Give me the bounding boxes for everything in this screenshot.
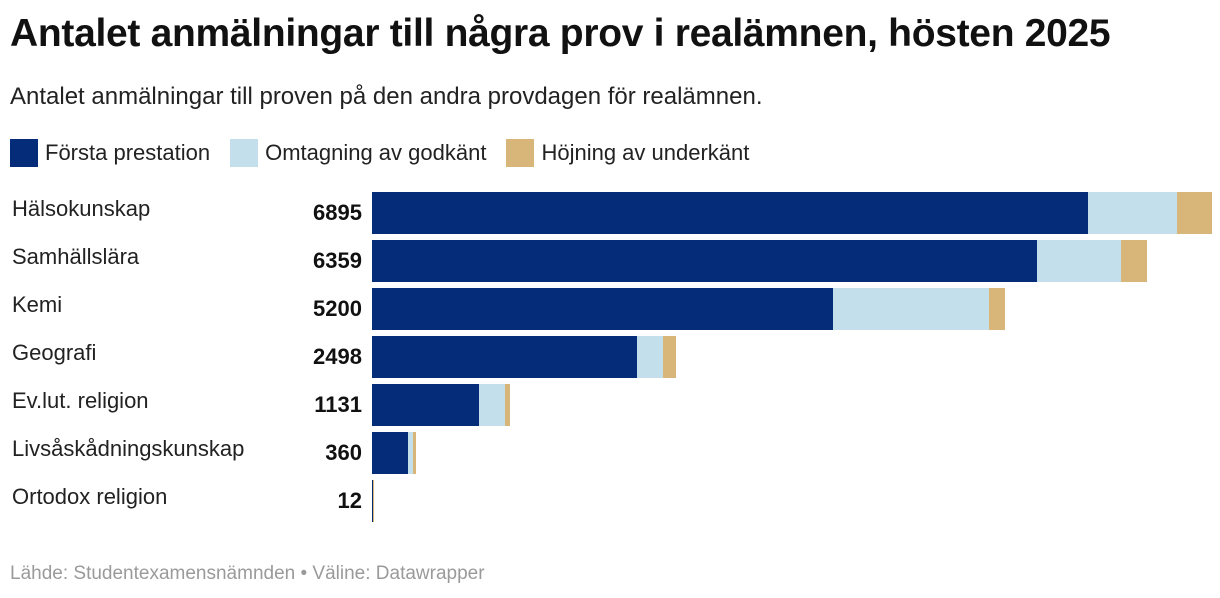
- bar-segment-forsta-prestation: [372, 192, 1088, 234]
- bar-segment-omtagning-av-godkant: [479, 384, 505, 426]
- stacked-bar: [372, 432, 1212, 474]
- legend-item-raise-failed: Höjning av underkänt: [506, 139, 749, 167]
- total-value-label: 12: [337, 488, 362, 513]
- chart-title: Antalet anmälningar till några prov i re…: [10, 12, 1111, 55]
- category-label: Hälsokunskap: [12, 196, 151, 221]
- legend-label-first-attempt: Första prestation: [45, 140, 211, 165]
- bar-segment-omtagning-av-godkant: [636, 336, 663, 378]
- legend-item-retake-passed: Omtagning av godkänt: [230, 139, 486, 167]
- bar-segment-hojning-av-underkant: [1121, 240, 1147, 282]
- legend-label-retake-passed: Omtagning av godkänt: [265, 140, 487, 165]
- legend-swatch-retake-passed: [230, 139, 259, 167]
- bar-row-samhallslara: Samhällslära 6359: [0, 240, 1220, 282]
- legend-item-first-attempt: Första prestation: [10, 139, 210, 167]
- bar-segment-forsta-prestation: [372, 240, 1038, 282]
- category-label: Geografi: [12, 340, 97, 365]
- total-value-label: 6359: [313, 248, 362, 273]
- stacked-bar: [372, 240, 1212, 282]
- bar-segment-hojning-av-underkant: [373, 480, 375, 522]
- bar-row-ev-lut-religion: Ev.lut. religion 1131: [0, 384, 1220, 426]
- legend-swatch-raise-failed: [506, 139, 535, 167]
- bar-row-ortodox-religion: Ortodox religion 12: [0, 480, 1220, 522]
- bar-row-geografi: Geografi 2498: [0, 336, 1220, 378]
- bar-segment-omtagning-av-godkant: [1087, 192, 1177, 234]
- category-label: Ortodox religion: [12, 484, 168, 509]
- category-label: Ev.lut. religion: [12, 388, 149, 413]
- stacked-bar: [372, 480, 1212, 522]
- bar-segment-hojning-av-underkant: [1176, 192, 1212, 234]
- stacked-bar: [372, 384, 1212, 426]
- stacked-bar: [372, 336, 1212, 378]
- bar-segment-forsta-prestation: [372, 480, 373, 522]
- bar-segment-forsta-prestation: [372, 432, 409, 474]
- bar-segment-forsta-prestation: [372, 288, 833, 330]
- total-value-label: 2498: [313, 344, 362, 369]
- total-value-label: 360: [325, 440, 362, 465]
- total-value-label: 1131: [314, 392, 362, 417]
- legend-label-raise-failed: Höjning av underkänt: [541, 140, 750, 165]
- bar-row-livsaskadningskunskap: Livsåskådningskunskap 360: [0, 432, 1220, 474]
- bar-segment-hojning-av-underkant: [504, 384, 510, 426]
- total-value-label: 6895: [313, 200, 362, 225]
- bar-segment-omtagning-av-godkant: [832, 288, 990, 330]
- bar-segment-hojning-av-underkant: [662, 336, 677, 378]
- source-note: Lähde: Studentexamensnämnden • Väline: D…: [10, 563, 485, 584]
- category-label: Samhällslära: [12, 244, 140, 269]
- bar-segment-forsta-prestation: [372, 336, 637, 378]
- stacked-bar: [372, 288, 1212, 330]
- legend-swatch-first-attempt: [10, 139, 38, 167]
- category-label: Livsåskådningskunskap: [12, 436, 245, 461]
- bar-segment-omtagning-av-godkant: [408, 432, 414, 474]
- category-label: Kemi: [12, 292, 63, 317]
- legend: Första prestation Omtagning av godkänt H…: [10, 138, 769, 168]
- chart-subtitle: Antalet anmälningar till proven på den a…: [10, 83, 763, 110]
- stacked-bar: [372, 192, 1212, 234]
- bar-segment-hojning-av-underkant: [989, 288, 1006, 330]
- bar-segment-hojning-av-underkant: [413, 432, 416, 474]
- bar-segment-omtagning-av-godkant: [1037, 240, 1122, 282]
- bar-segment-forsta-prestation: [372, 384, 480, 426]
- total-value-label: 5200: [313, 296, 362, 321]
- bar-row-kemi: Kemi 5200: [0, 288, 1220, 330]
- bar-row-halsokunskap: Hälsokunskap 6895: [0, 192, 1220, 234]
